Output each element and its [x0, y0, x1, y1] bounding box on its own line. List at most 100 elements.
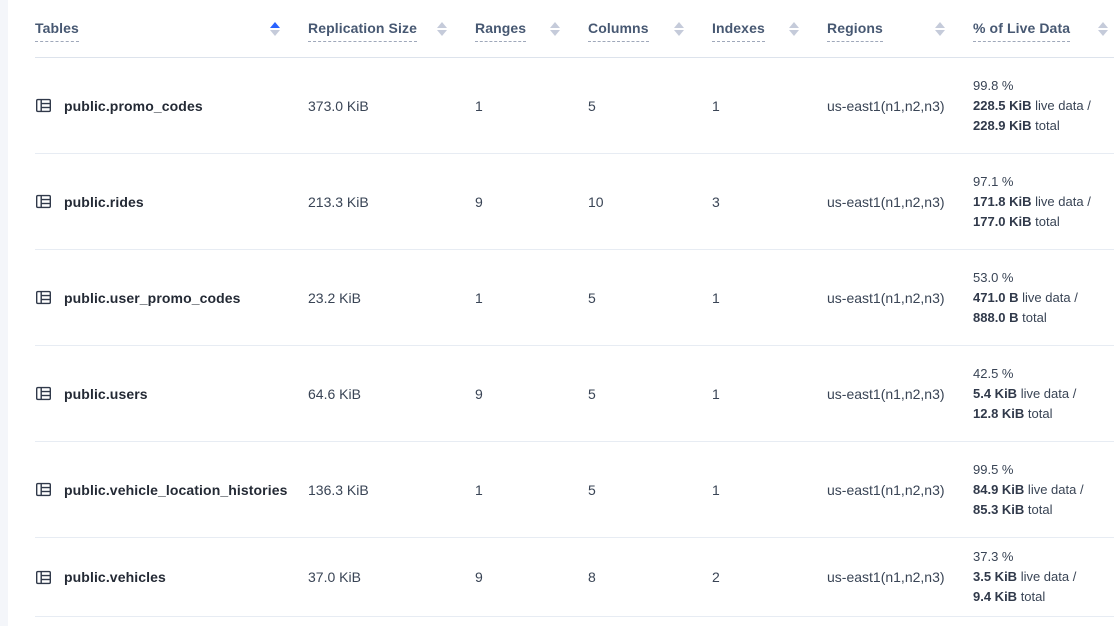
sort-icon[interactable] [538, 21, 560, 36]
column-header-columns[interactable]: Columns [588, 0, 712, 57]
table-name-cell[interactable]: public.vehicle_location_histories [35, 481, 308, 498]
column-header-regions[interactable]: Regions [827, 0, 973, 57]
table-name-cell[interactable]: public.promo_codes [35, 97, 308, 114]
columns-cell: 5 [588, 97, 596, 114]
column-header-label[interactable]: Ranges [475, 20, 527, 42]
column-header-label[interactable]: Indexes [712, 20, 765, 42]
table-row: public.users 64.6 KiB 9 5 1 us-east1(n1,… [35, 346, 1114, 442]
regions-cell: us-east1(n1,n2,n3) [827, 193, 945, 210]
indexes-cell: 1 [712, 97, 720, 114]
column-header-live-data[interactable]: % of Live Data [973, 0, 1114, 57]
ranges-cell: 9 [475, 193, 483, 210]
total-data-amount: 888.0 B total [973, 309, 1047, 325]
total-data-amount: 9.4 KiB total [973, 589, 1046, 604]
table-name-cell[interactable]: public.users [35, 385, 308, 402]
columns-cell: 5 [588, 289, 596, 306]
sort-icon[interactable] [777, 21, 799, 36]
columns-cell: 5 [588, 385, 596, 402]
live-data-amount: 471.0 B live data / [973, 289, 1078, 305]
live-data-cell: 42.5 % 5.4 KiB live data / 12.8 KiB tota… [973, 364, 1114, 424]
table-row: public.user_promo_codes 23.2 KiB 1 5 1 u… [35, 250, 1114, 346]
regions-cell: us-east1(n1,n2,n3) [827, 289, 945, 306]
table-name-link[interactable]: public.vehicles [64, 569, 166, 585]
columns-cell: 10 [588, 193, 604, 210]
regions-cell: us-east1(n1,n2,n3) [827, 569, 945, 585]
table-row: public.vehicle_location_histories 136.3 … [35, 442, 1114, 538]
column-header-label[interactable]: Columns [588, 20, 649, 42]
column-header-label[interactable]: Regions [827, 20, 883, 42]
live-data-amount: 171.8 KiB live data / [973, 193, 1091, 209]
live-data-amount: 84.9 KiB live data / [973, 481, 1084, 497]
table-name-link[interactable]: public.user_promo_codes [64, 289, 241, 306]
regions-cell: us-east1(n1,n2,n3) [827, 481, 945, 498]
sort-icon[interactable] [258, 21, 280, 36]
replication-size-cell: 373.0 KiB [308, 97, 369, 114]
live-data-amount: 5.4 KiB live data / [973, 385, 1077, 401]
column-header-indexes[interactable]: Indexes [712, 0, 827, 57]
sort-icon[interactable] [923, 21, 945, 36]
sort-icon[interactable] [662, 21, 684, 36]
table-icon [36, 290, 52, 305]
table-icon [36, 482, 52, 497]
tables-list-card: Tables Replication Size Ranges Columns I… [8, 0, 1114, 626]
table-name-cell[interactable]: public.rides [35, 193, 308, 210]
table-row: public.vehicles 37.0 KiB 9 8 2 us-east1(… [35, 538, 1114, 617]
total-data-amount: 85.3 KiB total [973, 501, 1053, 517]
live-data-cell: 37.3 % 3.5 KiB live data / 9.4 KiB total [973, 547, 1114, 607]
replication-size-cell: 37.0 KiB [308, 569, 361, 585]
ranges-cell: 9 [475, 569, 483, 585]
column-header-ranges[interactable]: Ranges [475, 0, 588, 57]
total-data-amount: 12.8 KiB total [973, 405, 1053, 421]
column-header-tables[interactable]: Tables [35, 0, 308, 57]
column-header-replication-size[interactable]: Replication Size [308, 0, 475, 57]
table-row: public.promo_codes 373.0 KiB 1 5 1 us-ea… [35, 58, 1114, 154]
page-background-strip [0, 0, 8, 626]
replication-size-cell: 213.3 KiB [308, 193, 369, 210]
table-icon [36, 98, 52, 113]
live-data-percent: 99.8 % [973, 77, 1014, 93]
column-header-label[interactable]: % of Live Data [973, 20, 1071, 42]
replication-size-cell: 136.3 KiB [308, 481, 369, 498]
live-data-percent: 42.5 % [973, 365, 1014, 381]
live-data-cell: 99.8 % 228.5 KiB live data / 228.9 KiB t… [973, 76, 1114, 136]
column-header-label[interactable]: Tables [35, 20, 79, 42]
live-data-amount: 228.5 KiB live data / [973, 97, 1091, 113]
table-header-row: Tables Replication Size Ranges Columns I… [35, 0, 1114, 58]
indexes-cell: 3 [712, 193, 720, 210]
live-data-percent: 37.3 % [973, 549, 1014, 564]
table-icon [36, 194, 52, 209]
ranges-cell: 1 [475, 97, 483, 114]
regions-cell: us-east1(n1,n2,n3) [827, 97, 945, 114]
indexes-cell: 1 [712, 385, 720, 402]
table-name-link[interactable]: public.vehicle_location_histories [64, 481, 288, 498]
table-icon [36, 570, 52, 584]
table-icon [36, 386, 52, 401]
indexes-cell: 1 [712, 481, 720, 498]
indexes-cell: 1 [712, 289, 720, 306]
table-name-link[interactable]: public.rides [64, 193, 144, 210]
replication-size-cell: 64.6 KiB [308, 385, 361, 402]
live-data-percent: 97.1 % [973, 173, 1014, 189]
table-name-cell[interactable]: public.user_promo_codes [35, 289, 308, 306]
ranges-cell: 1 [475, 289, 483, 306]
columns-cell: 5 [588, 481, 596, 498]
table-name-cell[interactable]: public.vehicles [35, 569, 308, 586]
total-data-amount: 177.0 KiB total [973, 213, 1060, 229]
table-name-link[interactable]: public.users [64, 385, 148, 402]
live-data-amount: 3.5 KiB live data / [973, 569, 1077, 584]
column-header-label[interactable]: Replication Size [308, 20, 417, 42]
live-data-cell: 99.5 % 84.9 KiB live data / 85.3 KiB tot… [973, 460, 1114, 520]
columns-cell: 8 [588, 569, 596, 585]
ranges-cell: 1 [475, 481, 483, 498]
replication-size-cell: 23.2 KiB [308, 289, 361, 306]
sort-icon[interactable] [1086, 21, 1108, 36]
ranges-cell: 9 [475, 385, 483, 402]
table-row: public.rides 213.3 KiB 9 10 3 us-east1(n… [35, 154, 1114, 250]
live-data-cell: 53.0 % 471.0 B live data / 888.0 B total [973, 268, 1114, 328]
live-data-percent: 99.5 % [973, 461, 1014, 477]
table-name-link[interactable]: public.promo_codes [64, 97, 203, 114]
table-body: public.promo_codes 373.0 KiB 1 5 1 us-ea… [35, 58, 1114, 617]
total-data-amount: 228.9 KiB total [973, 117, 1060, 133]
indexes-cell: 2 [712, 569, 720, 585]
sort-icon[interactable] [425, 21, 447, 36]
